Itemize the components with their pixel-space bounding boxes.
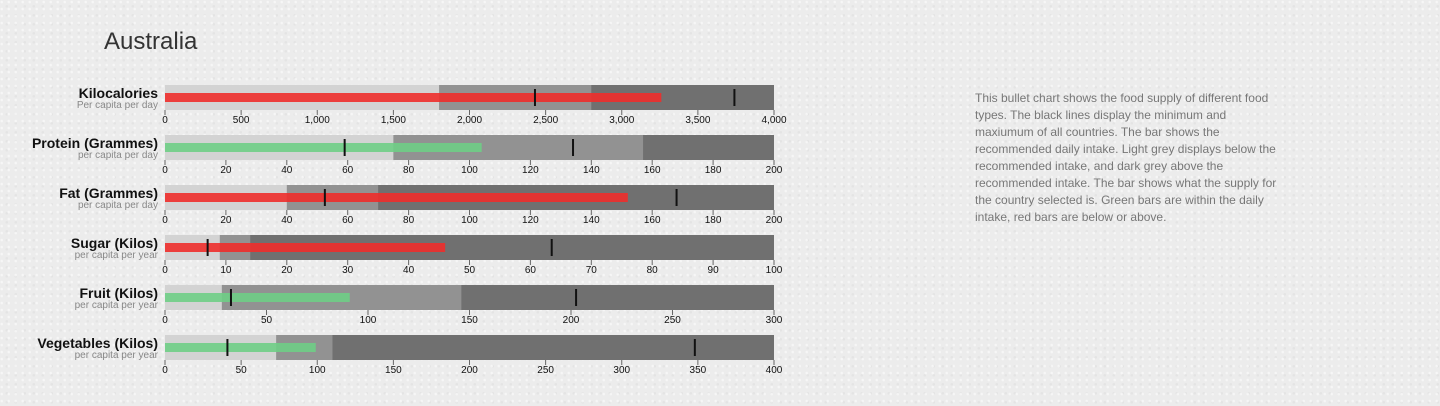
tick-label: 140 <box>583 215 600 226</box>
tick-label: 160 <box>644 215 661 226</box>
row-subtitle: Per capita per day <box>77 100 158 111</box>
tick-label: 60 <box>342 165 354 176</box>
measure-bar <box>165 93 662 102</box>
tick-label: 400 <box>766 365 783 376</box>
tick-label: 80 <box>403 165 415 176</box>
tick-label: 60 <box>342 215 354 226</box>
tick-label: 3,000 <box>609 115 634 126</box>
row-title: Sugar (Kilos) <box>71 235 158 251</box>
tick-label: 180 <box>705 165 722 176</box>
tick-label: 70 <box>586 265 598 276</box>
tick-label: 100 <box>461 165 478 176</box>
tick-label: 150 <box>385 365 402 376</box>
tick-label: 3,500 <box>685 115 710 126</box>
row-subtitle: per capita per year <box>75 350 159 361</box>
tick-label: 120 <box>522 215 539 226</box>
tick-label: 2,000 <box>457 115 482 126</box>
tick-label: 50 <box>261 315 273 326</box>
tick-label: 0 <box>162 265 168 276</box>
measure-bar <box>165 243 446 252</box>
tick-label: 100 <box>360 315 377 326</box>
tick-label: 90 <box>708 265 720 276</box>
row-title: Fruit (Kilos) <box>79 285 158 301</box>
tick-label: 200 <box>766 165 783 176</box>
row-title: Protein (Grammes) <box>32 135 158 151</box>
row-title: Fat (Grammes) <box>59 185 158 201</box>
tick-label: 0 <box>162 315 168 326</box>
tick-label: 40 <box>281 215 293 226</box>
tick-label: 20 <box>220 165 232 176</box>
tick-label: 200 <box>461 365 478 376</box>
tick-label: 60 <box>525 265 537 276</box>
tick-label: 4,000 <box>761 115 786 126</box>
tick-label: 250 <box>537 365 554 376</box>
row-title: Kilocalories <box>79 85 159 101</box>
tick-label: 20 <box>220 215 232 226</box>
tick-label: 100 <box>766 265 783 276</box>
tick-label: 40 <box>403 265 415 276</box>
row-title: Vegetables (Kilos) <box>37 335 158 351</box>
tick-label: 150 <box>461 315 478 326</box>
tick-label: 30 <box>342 265 354 276</box>
row-subtitle: per capita per day <box>78 200 158 211</box>
tick-label: 160 <box>644 165 661 176</box>
tick-label: 300 <box>613 365 630 376</box>
measure-bar <box>165 343 316 352</box>
tick-label: 1,500 <box>381 115 406 126</box>
bullet-row: Protein (Grammes)per capita per day 0 20 40… <box>32 135 783 176</box>
measure-bar <box>165 293 350 302</box>
tick-label: 0 <box>162 165 168 176</box>
tick-label: 0 <box>162 115 168 126</box>
tick-label: 180 <box>705 215 722 226</box>
measure-bar <box>165 143 482 152</box>
tick-label: 0 <box>162 365 168 376</box>
tick-label: 80 <box>403 215 415 226</box>
page-title: Australia <box>104 28 198 55</box>
tick-label: 1,000 <box>305 115 330 126</box>
tick-label: 50 <box>464 265 476 276</box>
tick-label: 250 <box>664 315 681 326</box>
chart-description: This bullet chart shows the food supply … <box>975 91 1277 224</box>
tick-label: 80 <box>647 265 659 276</box>
tick-label: 200 <box>563 315 580 326</box>
measure-bar <box>165 193 628 202</box>
tick-label: 100 <box>461 215 478 226</box>
tick-label: 10 <box>220 265 232 276</box>
tick-label: 120 <box>522 165 539 176</box>
tick-label: 140 <box>583 165 600 176</box>
tick-label: 200 <box>766 215 783 226</box>
tick-label: 40 <box>281 165 293 176</box>
tick-label: 50 <box>236 365 248 376</box>
row-subtitle: per capita per day <box>78 150 158 161</box>
tick-label: 20 <box>281 265 293 276</box>
tick-label: 0 <box>162 215 168 226</box>
tick-label: 300 <box>766 315 783 326</box>
row-subtitle: per capita per year <box>75 300 159 311</box>
tick-label: 350 <box>690 365 707 376</box>
row-subtitle: per capita per year <box>75 250 159 261</box>
tick-label: 2,500 <box>533 115 558 126</box>
bullet-row: Fat (Grammes)per capita per day 0 20 40 60 80… <box>59 185 783 226</box>
tick-label: 500 <box>233 115 250 126</box>
tick-label: 100 <box>309 365 326 376</box>
